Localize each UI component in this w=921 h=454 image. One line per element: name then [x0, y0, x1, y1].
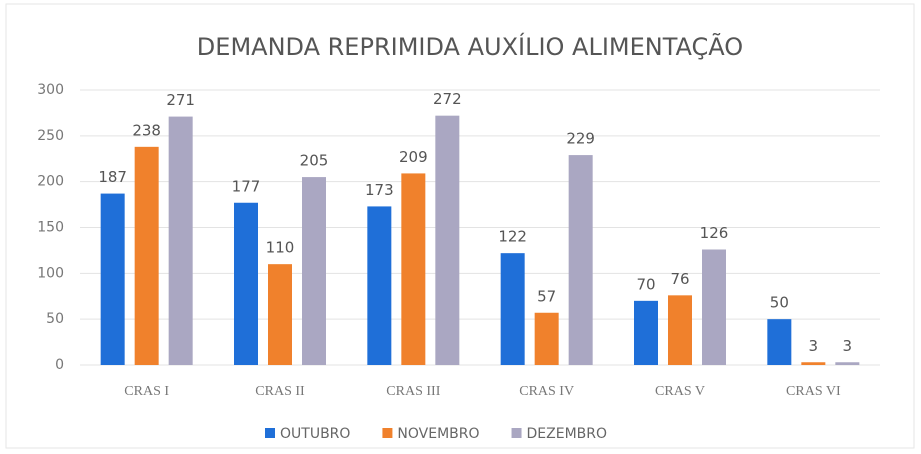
x-tick-label: CRAS III: [386, 384, 440, 399]
bar: [268, 264, 292, 365]
y-tick-label: 150: [37, 220, 64, 236]
x-tick-label: CRAS II: [255, 384, 305, 399]
data-label: 126: [700, 224, 729, 242]
bar: [401, 173, 426, 365]
bar: [367, 206, 392, 365]
data-label: 205: [300, 152, 329, 170]
bar: [302, 177, 326, 365]
bar: [100, 193, 125, 365]
data-label: 50: [770, 294, 789, 312]
y-tick-label: 300: [37, 82, 64, 98]
x-tick-label: CRAS IV: [519, 384, 574, 399]
y-tick-label: 200: [37, 174, 64, 190]
legend-label: DEZEMBRO: [527, 426, 608, 442]
bar: [234, 202, 258, 365]
legend-label: OUTUBRO: [280, 426, 350, 442]
bar: [134, 146, 159, 365]
y-tick-label: 0: [55, 357, 64, 373]
bar: [534, 312, 559, 365]
data-label: 122: [498, 228, 527, 246]
data-label: 173: [365, 181, 394, 199]
bar: [767, 319, 792, 365]
y-tick-label: 50: [46, 311, 64, 327]
bar: [634, 300, 658, 365]
x-tick-label: CRAS V: [655, 384, 705, 399]
bar: [668, 295, 692, 365]
data-label: 3: [843, 337, 853, 355]
data-label: 238: [132, 121, 161, 139]
bar: [435, 115, 460, 366]
data-label: 272: [433, 90, 462, 108]
chart-title: DEMANDA REPRIMIDA AUXÍLIO ALIMENTAÇÃO: [197, 31, 743, 61]
data-label: 70: [636, 275, 655, 293]
data-label: 177: [232, 177, 261, 195]
data-label: 3: [809, 337, 819, 355]
y-tick-label: 100: [37, 265, 64, 281]
bar: [702, 249, 726, 365]
data-label: 209: [399, 148, 428, 166]
x-tick-label: CRAS I: [124, 384, 169, 399]
legend-swatch: [265, 428, 275, 438]
y-tick-label: 250: [37, 128, 64, 144]
legend-swatch: [382, 428, 393, 438]
x-tick-label: CRAS VI: [786, 384, 841, 399]
bar: [835, 362, 860, 365]
legend-swatch: [511, 428, 522, 438]
data-label: 57: [537, 287, 556, 305]
data-label: 187: [98, 168, 127, 186]
data-label: 229: [566, 130, 595, 148]
data-label: 76: [670, 270, 689, 288]
data-label: 110: [266, 239, 295, 257]
bar: [801, 362, 826, 365]
data-label: 271: [166, 91, 195, 109]
bar: [568, 155, 593, 365]
legend-label: NOVEMBRO: [397, 426, 479, 442]
bar: [168, 116, 193, 365]
bar: [500, 253, 525, 365]
